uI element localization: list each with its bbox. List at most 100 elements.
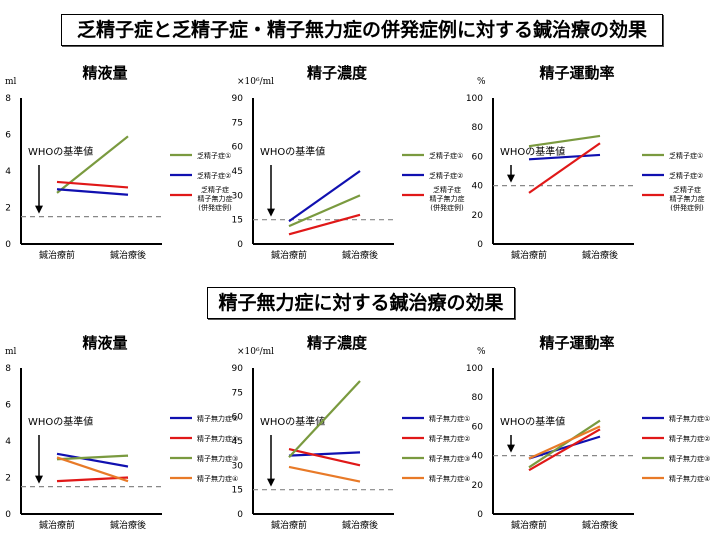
- legend-label: 精子無力症④: [197, 474, 238, 483]
- series-line: [288, 194, 361, 228]
- y-tick-label: 4: [5, 437, 11, 447]
- legend-label: 乏精子症: [433, 185, 461, 194]
- x-category-label: 鍼治療後: [110, 519, 146, 531]
- who-reference-label: WHOの基準値: [28, 415, 93, 428]
- series-line: [528, 435, 601, 460]
- who-reference-label: WHOの基準値: [260, 145, 325, 158]
- legend-label: 精子無力症①: [197, 414, 238, 423]
- chart-semen-volume-bottom: 精液量 ml 0 2 4 6 8 鍼治療前 鍼治療後 WHOの基準値 精子無力症① 精子無力症② 精子無…: [5, 334, 238, 531]
- x-category-label: 鍼治療前: [511, 519, 547, 531]
- chart-title: 精子運動率: [539, 334, 614, 352]
- y-axis-unit: %: [477, 77, 486, 87]
- x-category-label: 鍼治療前: [271, 519, 307, 531]
- series-line: [288, 380, 361, 458]
- series-line: [56, 180, 129, 189]
- x-category-label: 鍼治療前: [39, 249, 75, 261]
- y-tick-label: 40: [472, 182, 484, 192]
- series-line: [528, 425, 601, 460]
- y-axis-unit: ×10⁶/ml: [237, 77, 274, 87]
- y-tick-label: 60: [232, 143, 244, 153]
- y-tick-label: 100: [466, 364, 483, 374]
- legend-label: 精子無力症②: [197, 434, 238, 443]
- y-tick-label: 45: [232, 437, 243, 447]
- series-line: [528, 142, 601, 194]
- y-tick-label: 15: [232, 486, 243, 496]
- x-category-label: 鍼治療後: [110, 249, 146, 261]
- legend-label: 精子無力症: [430, 194, 465, 203]
- legend-label: 精子無力症: [670, 194, 705, 203]
- series-line: [288, 465, 361, 483]
- y-tick-label: 90: [232, 364, 244, 374]
- legend-label: 乏精子症②: [197, 171, 231, 180]
- y-tick-label: 0: [5, 510, 11, 520]
- y-tick-label: 75: [232, 118, 243, 128]
- legend-label: 乏精子症: [201, 185, 229, 194]
- chart-title: 精液量: [82, 334, 127, 352]
- y-tick-label: 8: [5, 94, 11, 104]
- legend-label: 精子無力症③: [669, 454, 710, 463]
- series-line: [528, 428, 601, 472]
- legend-label: 乏精子症②: [429, 171, 463, 180]
- y-tick-label: 20: [472, 211, 484, 221]
- y-tick-label: 0: [477, 510, 483, 520]
- legend-label: 精子無力症①: [669, 414, 710, 423]
- series-line: [528, 134, 601, 148]
- chart-title: 精液量: [82, 64, 127, 82]
- y-tick-label: 15: [232, 216, 243, 226]
- x-category-label: 鍼治療前: [39, 519, 75, 531]
- who-reference-label: WHOの基準値: [260, 415, 325, 428]
- x-category-label: 鍼治療後: [582, 249, 618, 261]
- y-tick-label: 60: [472, 422, 484, 432]
- chart-title: 精子運動率: [539, 64, 614, 82]
- who-reference-label: WHOの基準値: [28, 145, 93, 158]
- y-tick-label: 90: [232, 94, 244, 104]
- who-arrow-head-icon: [507, 444, 515, 453]
- series-line: [528, 419, 601, 469]
- y-tick-label: 6: [5, 131, 11, 141]
- who-reference-label: WHOの基準値: [500, 145, 565, 158]
- series-line: [56, 188, 129, 196]
- chart-title: 精子濃度: [307, 334, 368, 352]
- y-tick-label: 20: [472, 481, 484, 491]
- y-tick-label: 60: [232, 413, 244, 423]
- series-line: [56, 452, 129, 468]
- x-category-label: 鍼治療前: [271, 249, 307, 261]
- chart-sperm-concentration-top: 精子濃度×10⁶/ml0153045607590鍼治療前 鍼治療後WHOの基準値乏…: [232, 64, 465, 261]
- who-arrow-head-icon: [35, 205, 43, 214]
- y-tick-label: 0: [477, 240, 483, 250]
- legend-label: 精子無力症④: [429, 474, 470, 483]
- y-axis-unit: ml: [5, 77, 17, 87]
- y-tick-label: 2: [5, 204, 11, 214]
- y-tick-label: 30: [232, 461, 244, 471]
- legend-label: 精子無力症③: [197, 454, 238, 463]
- legend-label: (併発症例): [670, 203, 704, 212]
- x-category-label: 鍼治療後: [342, 249, 378, 261]
- y-tick-label: 30: [232, 191, 244, 201]
- y-tick-label: 0: [237, 510, 243, 520]
- y-tick-label: 80: [472, 393, 484, 403]
- series-line: [288, 451, 361, 457]
- who-arrow-head-icon: [35, 475, 43, 484]
- series-line: [288, 213, 361, 236]
- series-line: [288, 170, 361, 223]
- who-arrow-head-icon: [267, 478, 275, 487]
- y-tick-label: 40: [472, 452, 484, 462]
- who-reference-label: WHOの基準値: [500, 415, 565, 428]
- x-category-label: 鍼治療後: [342, 519, 378, 531]
- y-tick-label: 0: [237, 240, 243, 250]
- chart-sperm-concentration-bottom: 精子濃度×10⁶/ml0153045607590鍼治療前 鍼治療後WHOの基準値精…: [232, 334, 471, 531]
- chart-title: 精子濃度: [307, 64, 368, 82]
- y-axis-unit: ×10⁶/ml: [237, 347, 274, 357]
- legend-label: 精子無力症: [198, 194, 233, 203]
- x-category-label: 鍼治療後: [582, 519, 618, 531]
- y-tick-label: 80: [472, 123, 484, 133]
- series-line: [56, 456, 129, 483]
- legend-label: 乏精子症①: [429, 151, 463, 160]
- legend-label: 精子無力症②: [669, 434, 710, 443]
- legend-label: 乏精子症: [673, 185, 701, 194]
- chart-semen-volume-top: 精液量 ml 0 2 4 6 8 鍼治療前 鍼治療後 WHOの基準値 乏精子症① 乏精子症② 乏精子症精…: [5, 64, 233, 261]
- who-arrow-head-icon: [507, 174, 515, 183]
- legend-label: (併発症例): [430, 203, 464, 212]
- series-line: [528, 153, 601, 161]
- x-category-label: 鍼治療前: [511, 249, 547, 261]
